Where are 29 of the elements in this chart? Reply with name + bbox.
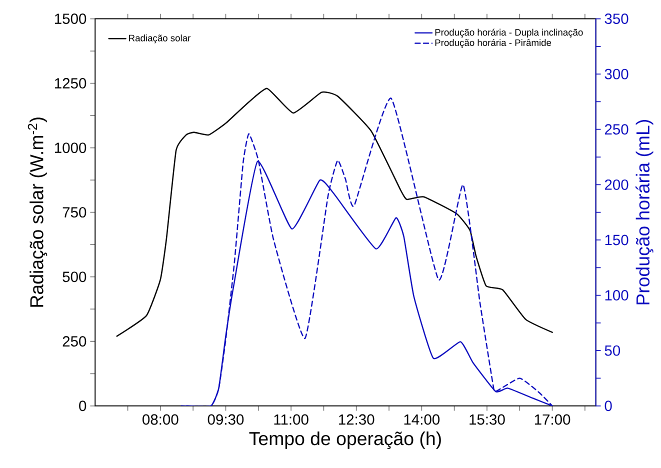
x-tick-label: 11:00 [274,414,308,425]
y2-tick-label: 0 [604,400,612,412]
x-tick-label: 09:30 [208,414,244,425]
y2-tick-label: 200 [604,179,628,190]
y2-tick-label: 150 [605,234,628,246]
y-tick-label: 0 [79,400,86,412]
x-tick-label: 14:00 [404,414,440,425]
y2-tick-label: 50 [604,345,620,356]
y2-tick-label: 250 [604,124,628,135]
y-tick-label: 1250 [55,78,86,88]
y-tick-label: 1500 [55,13,86,24]
legend-label: Radiação solar [129,34,190,44]
y-tick-label: 250 [62,336,86,347]
x-tick-label: 17:00 [534,414,570,425]
legend-label: Produção horária - Dupla inclinação [435,28,583,38]
x-axis-title: Tempo de operação (h) [249,431,441,449]
y-tick-label: 750 [62,207,86,218]
y-tick-label: 1000 [55,142,86,153]
x-tick-label: 12:30 [339,414,374,425]
y2-tick-label: 350 [604,13,628,24]
line-series [116,88,553,337]
y-axis-title: Radiação solar (W.m$^{-2}$) [28,118,48,307]
legend-label: Produção horária - Pirâmide [435,38,552,48]
x-tick-label: 15:30 [470,414,505,425]
x-tick-label: 08:00 [142,414,178,425]
y2-axis-title: Produção horária (mL) [636,120,654,304]
y2-tick-label: 100 [605,290,628,300]
y2-tick-label: 300 [604,68,628,80]
y-tick-label: 500 [62,272,86,282]
